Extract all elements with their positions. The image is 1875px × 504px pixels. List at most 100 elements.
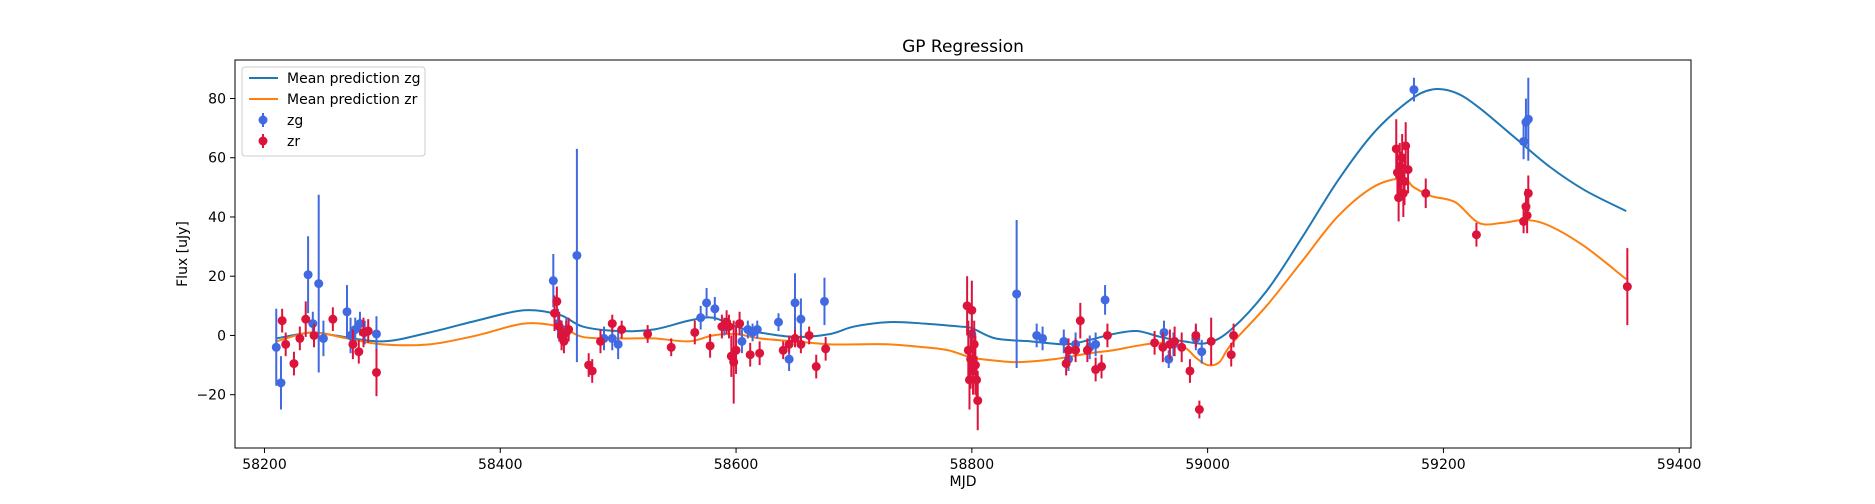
zr-data-point xyxy=(1194,404,1204,414)
zr-data-point xyxy=(1391,144,1401,154)
legend-box xyxy=(241,66,426,157)
zr-data-point xyxy=(1071,345,1081,355)
zr-data-point xyxy=(778,345,788,355)
zr-data-point xyxy=(1064,345,1074,355)
zr-data-point xyxy=(595,336,605,346)
zr-data-point xyxy=(289,359,299,369)
zr-data-point xyxy=(796,339,806,349)
zg-data-point xyxy=(737,336,747,346)
prediction-lines xyxy=(276,88,1627,367)
zg-data-point xyxy=(355,319,365,329)
y-tick-label: 0 xyxy=(217,328,226,344)
zr-data-point xyxy=(1170,336,1180,346)
zr-data-point xyxy=(967,305,977,315)
zr-data-point xyxy=(1398,188,1408,198)
y-tick-label: 20 xyxy=(208,269,226,285)
x-tick-label: 59200 xyxy=(1421,457,1466,473)
zr-data-point xyxy=(1082,345,1092,355)
zr-data-point xyxy=(804,330,814,340)
y-tick-label: 40 xyxy=(208,210,226,226)
zr-data-point xyxy=(724,322,734,332)
zg-data-point xyxy=(318,333,328,343)
zr-data-point xyxy=(643,329,653,339)
zr-data-point xyxy=(371,367,381,377)
legend-label-mean-zr: Mean prediction zr xyxy=(287,92,418,108)
zr-data-point xyxy=(1523,188,1533,198)
zg-data-point xyxy=(702,298,712,308)
zr-data-point xyxy=(1622,282,1632,292)
zg-data-point xyxy=(790,298,800,308)
zr-data-point xyxy=(587,366,597,376)
zr-data-point xyxy=(972,375,982,385)
legend-label-mean-zg: Mean prediction zg xyxy=(287,71,421,87)
zg-data-point xyxy=(371,329,381,339)
zg-data-point xyxy=(1012,289,1022,299)
zr-data-point xyxy=(1400,176,1410,186)
zg-data-point xyxy=(1409,85,1419,95)
zr-data-point xyxy=(1229,330,1239,340)
zr-data-point xyxy=(1522,210,1532,220)
x-axis-label: MJD xyxy=(950,474,977,490)
zr-data-point xyxy=(666,342,676,352)
x-axis: 58200 58400 58600 58800 59000 59200 59400 xyxy=(242,448,1701,473)
zr-data-point xyxy=(1177,342,1187,352)
zg-data-point xyxy=(819,296,829,306)
zg-data-point xyxy=(308,319,318,329)
zr-data-point xyxy=(973,396,983,406)
zr-data-point xyxy=(328,314,338,324)
zg-data-point xyxy=(1059,336,1069,346)
legend-label-zr: zr xyxy=(287,134,300,150)
zr-data-point xyxy=(301,314,311,324)
zg-data-point xyxy=(548,276,558,286)
plot-frame xyxy=(234,59,1692,449)
y-tick-label: −20 xyxy=(196,388,226,404)
zg-data-point xyxy=(1164,354,1174,364)
x-tick-label: 58400 xyxy=(478,457,523,473)
y-axis-label: Flux [uJy] xyxy=(175,221,191,287)
zg-data-point xyxy=(1038,333,1048,343)
zr-data-point xyxy=(1421,188,1431,198)
zr-data-point xyxy=(964,375,974,385)
zr-data-point xyxy=(277,316,287,326)
legend-swatch-zr-marker xyxy=(258,136,268,146)
zr-data-point xyxy=(705,341,715,351)
zr-data-point xyxy=(552,296,562,306)
zr-data-point xyxy=(755,348,765,358)
zg-data-point xyxy=(752,325,762,335)
plot-area xyxy=(234,59,1692,449)
x-tick-label: 59400 xyxy=(1657,457,1702,473)
zg-data-point xyxy=(271,342,281,352)
zr-data-point xyxy=(690,327,700,337)
zg-data-point xyxy=(314,279,324,289)
zg-data-point xyxy=(773,317,783,327)
zr-data-point xyxy=(564,325,574,335)
zg-data-point xyxy=(607,333,617,343)
zg-data-point xyxy=(1100,295,1110,305)
zg-data-point xyxy=(1523,114,1533,124)
errorbar-points xyxy=(271,77,1632,431)
zr-data-point xyxy=(784,339,794,349)
zr-data-point xyxy=(1471,230,1481,240)
zg-data-point xyxy=(1159,327,1169,337)
zr-data-point xyxy=(1158,342,1168,352)
x-tick-label: 58600 xyxy=(714,457,759,473)
zr-data-point xyxy=(790,333,800,343)
zr-data-point xyxy=(348,339,358,349)
zr-data-point xyxy=(1102,330,1112,340)
zr-data-point xyxy=(811,362,821,372)
zr-data-point xyxy=(1150,338,1160,348)
legend-swatch-zg-marker xyxy=(258,115,268,125)
zr-data-point xyxy=(363,326,373,336)
zr-data-point xyxy=(1191,330,1201,340)
zr-data-point xyxy=(1185,366,1195,376)
zg-data-point xyxy=(1197,347,1207,357)
zg-data-point xyxy=(1091,339,1101,349)
zr-data-point xyxy=(617,325,627,335)
zg-data-point xyxy=(303,270,313,280)
zg-data-point xyxy=(796,314,806,324)
zg-data-point xyxy=(696,313,706,323)
zg-data-point xyxy=(342,307,352,317)
zr-data-point xyxy=(969,339,979,349)
zr-data-point xyxy=(1097,362,1107,372)
